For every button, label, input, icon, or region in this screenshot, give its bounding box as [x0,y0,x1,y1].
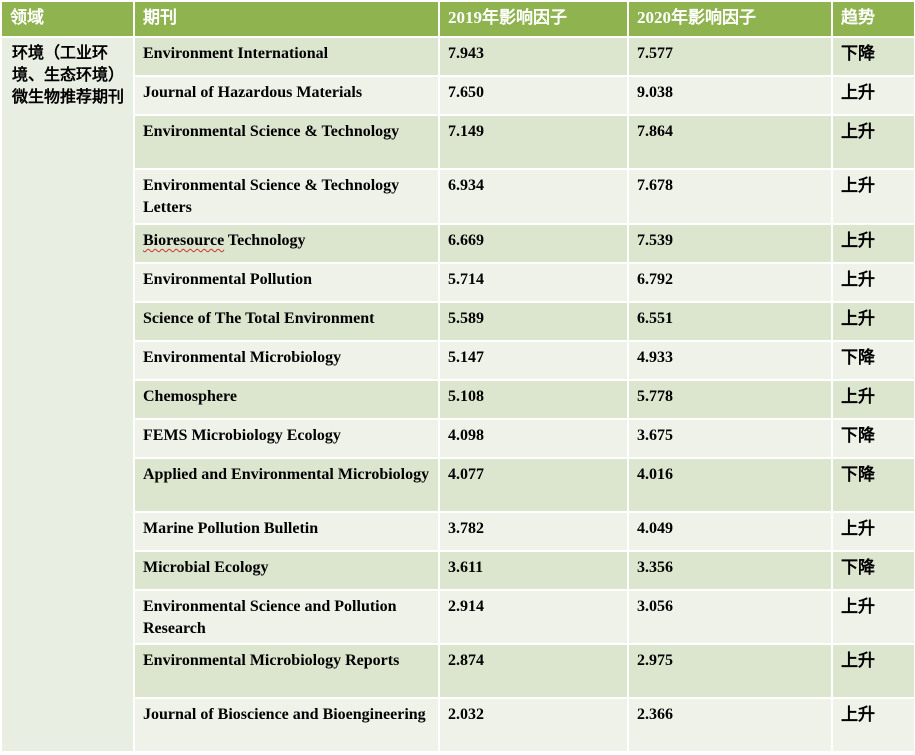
header-if-2020: 2020年影响因子 [627,0,833,38]
if-2019-cell: 2.874 [438,643,629,699]
table-row: Environmental Science & Technology Lette… [1,168,915,225]
trend-cell: 上升 [831,223,915,264]
table-row: Environmental Microbiology Reports 2.874 2… [1,643,915,699]
if-2020-cell: 5.778 [627,379,833,420]
table-row: Science of The Total Environment 5.589 6.5… [1,301,915,342]
trend-cell: 上升 [831,511,915,552]
if-2020-cell: 7.577 [627,36,833,77]
if-2020-cell: 2.366 [627,697,833,753]
if-2019-cell: 2.914 [438,589,629,645]
if-2019-cell: 3.782 [438,511,629,552]
if-2020-cell: 2.975 [627,643,833,699]
table-row: Environmental Science and Pollution Rese… [1,589,915,645]
trend-cell: 下降 [831,340,915,381]
table-row: Chemosphere 5.108 5.778 上升 [1,379,915,420]
trend-cell: 下降 [831,418,915,459]
if-2020-cell: 6.792 [627,262,833,303]
journal-cell: Bioresource Technology [133,223,440,264]
if-2020-cell: 7.539 [627,223,833,264]
if-2019-cell: 5.714 [438,262,629,303]
journal-cell: Environmental Microbiology Reports [133,643,440,699]
trend-cell: 下降 [831,457,915,513]
journal-cell: Chemosphere [133,379,440,420]
journal-cell: Environmental Science and Pollution Rese… [133,589,440,645]
journal-cell: Environmental Science & Technology [133,114,440,170]
journal-cell: Journal of Bioscience and Bioengineering [133,697,440,753]
table-row: Environmental Pollution 5.714 6.792 上升 [1,262,915,303]
table-row: Bioresource Technology 6.669 7.539 上升 [1,223,915,264]
if-2020-cell: 7.864 [627,114,833,170]
if-2019-cell: 5.108 [438,379,629,420]
if-2019-cell: 5.147 [438,340,629,381]
header-if-2019: 2019年影响因子 [438,0,629,38]
journal-cell: Marine Pollution Bulletin [133,511,440,552]
table-row: Microbial Ecology 3.611 3.356 下降 [1,550,915,591]
table-row: Environmental Microbiology 5.147 4.933 下降 [1,340,915,381]
if-2019-cell: 6.669 [438,223,629,264]
if-2020-cell: 4.049 [627,511,833,552]
if-2019-cell: 7.650 [438,75,629,116]
header-row: 领域 期刊 2019年影响因子 2020年影响因子 趋势 [0,0,915,38]
trend-cell: 上升 [831,114,915,170]
journal-cell: Environmental Pollution [133,262,440,303]
journal-cell: Environmental Science & Technology Lette… [133,168,440,225]
if-2019-cell: 3.611 [438,550,629,591]
if-2020-cell: 7.678 [627,168,833,225]
if-2020-cell: 3.356 [627,550,833,591]
if-2019-cell: 6.934 [438,168,629,225]
header-journal: 期刊 [133,0,440,38]
if-2020-cell: 9.038 [627,75,833,116]
journal-cell: Environment International [133,36,440,77]
if-2019-cell: 7.149 [438,114,629,170]
journal-cell: Journal of Hazardous Materials [133,75,440,116]
journal-cell: Science of The Total Environment [133,301,440,342]
journal-cell: FEMS Microbiology Ecology [133,418,440,459]
journal-cell: Microbial Ecology [133,550,440,591]
trend-cell: 上升 [831,168,915,225]
if-2019-cell: 4.098 [438,418,629,459]
table-row: Marine Pollution Bulletin 3.782 4.049 上升 [1,511,915,552]
if-2020-cell: 6.551 [627,301,833,342]
trend-cell: 下降 [831,36,915,77]
if-2019-cell: 2.032 [438,697,629,753]
field-label: 环境（工业环境、生态环境）微生物推荐期刊 [0,36,135,753]
if-2019-cell: 5.589 [438,301,629,342]
if-2020-cell: 3.675 [627,418,833,459]
table-row: Environmental Science & Technology 7.149 7… [1,114,915,170]
table-row: Applied and Environmental Microbiology 4.… [1,457,915,513]
trend-cell: 上升 [831,262,915,303]
if-2020-cell: 4.933 [627,340,833,381]
if-2019-cell: 4.077 [438,457,629,513]
table-row: FEMS Microbiology Ecology 4.098 3.675 下降 [1,418,915,459]
trend-cell: 上升 [831,589,915,645]
if-2020-cell: 3.056 [627,589,833,645]
table-row: 环境（工业环境、生态环境）微生物推荐期刊 Environment Internat… [0,36,915,753]
journal-cell: Applied and Environmental Microbiology [133,457,440,513]
spellcheck-marked-word: Bioresource [143,232,225,249]
trend-cell: 下降 [831,550,915,591]
trend-cell: 上升 [831,379,915,420]
if-2020-cell: 4.016 [627,457,833,513]
table-row: Journal of Hazardous Materials 7.650 9.038… [1,75,915,116]
if-2019-cell: 7.943 [438,36,629,77]
trend-cell: 上升 [831,301,915,342]
trend-cell: 上升 [831,697,915,753]
header-field: 领域 [0,0,135,38]
trend-cell: 上升 [831,75,915,116]
journal-cell: Environmental Microbiology [133,340,440,381]
trend-cell: 上升 [831,643,915,699]
table-row: Journal of Bioscience and Bioengineering… [1,697,915,753]
header-trend: 趋势 [831,0,915,38]
